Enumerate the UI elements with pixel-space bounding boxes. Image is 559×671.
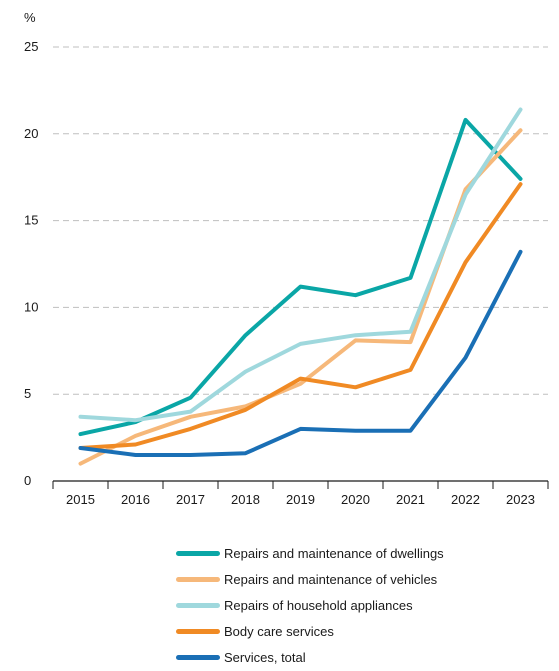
legend-item: Repairs and maintenance of vehicles [176, 566, 444, 592]
series-lines [78, 107, 523, 466]
x-tick-label: 2021 [396, 492, 425, 507]
line-chart: % 0 5 10 15 20 25 2015 2016 2017 2018 2019 2020 202… [24, 10, 549, 507]
series-line [78, 107, 523, 423]
legend-label: Repairs and maintenance of dwellings [224, 545, 444, 561]
series-line [78, 128, 523, 466]
y-tick-label: 15 [24, 213, 38, 228]
legend-swatch [176, 550, 220, 556]
y-axis-unit-label: % [24, 10, 36, 25]
x-tick-label: 2019 [286, 492, 315, 507]
legend-item: Repairs of household appliances [176, 592, 444, 618]
y-tick-label: 0 [24, 473, 31, 488]
legend-item: Body care services [176, 618, 444, 644]
legend: Repairs and maintenance of dwellings Repa… [176, 540, 444, 670]
y-tick-label: 5 [24, 386, 31, 401]
x-tick-label: 2022 [451, 492, 480, 507]
y-tick-label: 20 [24, 126, 38, 141]
series-line [78, 182, 523, 450]
legend-label: Services, total [224, 649, 306, 665]
series-line [78, 249, 523, 457]
x-tick-label: 2015 [66, 492, 95, 507]
legend-item: Repairs and maintenance of dwellings [176, 540, 444, 566]
x-tick-label: 2017 [176, 492, 205, 507]
legend-label: Repairs and maintenance of vehicles [224, 571, 438, 587]
legend-label: Repairs of household appliances [224, 597, 413, 613]
x-tick-label: 2020 [341, 492, 370, 507]
x-tick-label: 2016 [121, 492, 150, 507]
y-axis-tick-labels: 0 5 10 15 20 25 [24, 39, 38, 488]
legend-label: Body care services [224, 623, 334, 639]
legend-swatch [176, 602, 220, 608]
legend-item: Services, total [176, 644, 444, 670]
y-tick-label: 10 [24, 299, 38, 314]
legend-swatch [176, 628, 220, 634]
y-tick-label: 25 [24, 39, 38, 54]
x-axis: 2015 2016 2017 2018 2019 2020 2021 2022 2023 [52, 480, 549, 507]
x-tick-label: 2018 [231, 492, 260, 507]
legend-swatch [176, 654, 220, 660]
legend-swatch [176, 576, 220, 582]
x-tick-label: 2023 [506, 492, 535, 507]
series-line [78, 117, 523, 437]
gridlines [53, 46, 548, 395]
